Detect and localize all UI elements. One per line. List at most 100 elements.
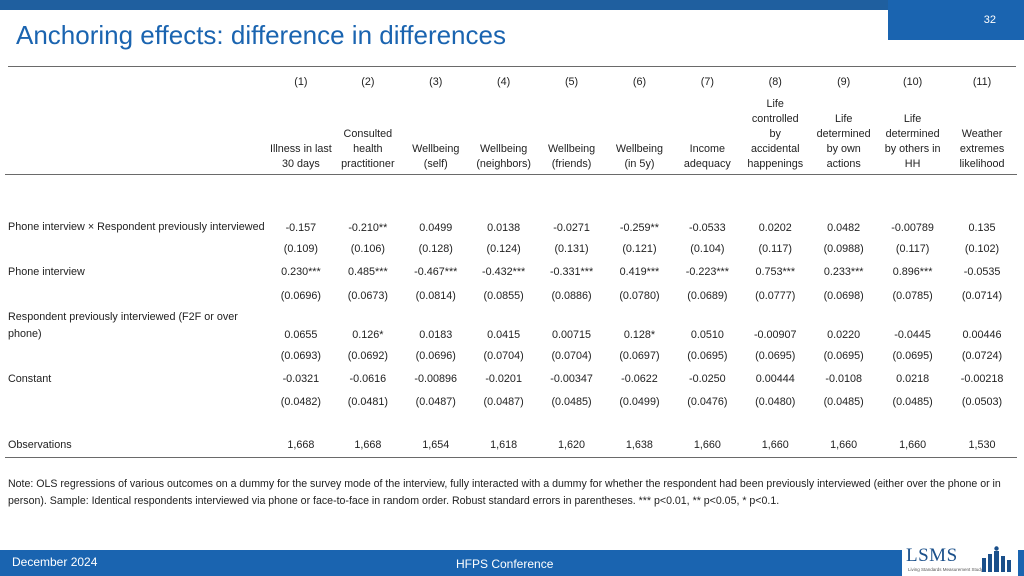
std-error-cell: (0.0695)	[755, 349, 796, 362]
row-label: Constant	[8, 372, 52, 385]
std-error-cell: (0.0988)	[823, 242, 864, 255]
column-header-line: Wellbeing	[615, 142, 664, 155]
column-number: (8)	[768, 76, 782, 88]
column-header-line: Income	[689, 142, 726, 155]
std-error-cell: (0.0886)	[551, 290, 592, 302]
coef-row-phone: Phone interview 0.230*** 0.485*** -0.467**…	[5, 260, 1017, 283]
std-error-cell: (0.0695)	[823, 349, 864, 362]
coefficient-cell: 0.00444	[755, 372, 795, 385]
coefficient-cell: 0.0220	[827, 329, 861, 341]
std-error-cell: (0.0480)	[755, 395, 796, 408]
column-header-line: determined	[816, 127, 871, 140]
logo-subtitle: Living Standards Measurement Study	[908, 567, 984, 572]
column-number: (6)	[632, 76, 647, 88]
column-header-line: Life	[903, 112, 922, 125]
footer-date: December 2024	[12, 555, 98, 569]
std-error-cell: (0.121)	[622, 242, 657, 255]
coefficient-cell: -0.223***	[685, 265, 729, 278]
std-error-cell: (0.0487)	[483, 395, 524, 408]
column-header-line: (self)	[423, 157, 448, 170]
top-accent-bar	[0, 0, 1024, 10]
std-error-cell: (0.104)	[690, 242, 725, 255]
spacer-row	[5, 413, 1017, 433]
column-header: Life determined by others in HH	[878, 94, 947, 174]
coefficient-cell: 0.419***	[619, 265, 660, 278]
std-error-cell: (0.131)	[554, 242, 589, 255]
se-row-phone: (0.0696) (0.0673) (0.0814) (0.0855) (0.0886)…	[5, 283, 1017, 309]
observations-cell: 1,668	[354, 438, 382, 451]
coefficient-cell: 0.0510	[690, 329, 724, 341]
coefficient-cell: -0.0445	[894, 329, 931, 341]
coefficient-cell: -0.0250	[689, 372, 726, 385]
coefficient-cell: 0.0218	[896, 372, 930, 385]
column-number: (2)	[361, 76, 375, 88]
std-error-cell: (0.0697)	[619, 349, 660, 362]
coefficient-cell: 0.0655	[284, 329, 318, 341]
column-header: Weather extremes likelihood	[947, 94, 1017, 174]
std-error-cell: (0.0481)	[347, 395, 388, 408]
observations-cell: 1,660	[761, 438, 789, 451]
column-number: (4)	[497, 76, 511, 88]
std-error-cell: (0.0485)	[823, 395, 864, 408]
column-header-line: by own	[826, 142, 861, 155]
coefficient-cell: -0.0271	[553, 222, 590, 234]
column-header-line: (neighbors)	[476, 157, 531, 170]
std-error-cell: (0.117)	[758, 242, 792, 255]
std-error-cell: (0.0714)	[961, 290, 1003, 302]
column-header: Wellbeing (neighbors)	[470, 94, 538, 174]
std-error-cell: (0.0693)	[280, 349, 321, 362]
column-header-line: happenings	[747, 157, 804, 170]
table-note: Note: OLS regressions of various outcome…	[8, 478, 1001, 507]
coefficient-cell: -0.00789	[891, 222, 934, 234]
std-error-cell: (0.0673)	[347, 290, 388, 302]
column-header-line: Life	[834, 112, 853, 125]
column-header-line: by others in	[884, 142, 941, 155]
column-header-line: by	[769, 127, 781, 140]
std-error-cell: (0.0814)	[415, 290, 456, 302]
coefficient-cell: -0.0535	[963, 265, 1001, 278]
std-error-cell: (0.0698)	[823, 290, 864, 302]
column-header-line: Wellbeing	[412, 142, 460, 155]
coefficient-cell: 0.00446	[962, 329, 1002, 341]
regression-table: (1) (2) (3) (4) (5) (6) (7) (8) (9) (10) (11) Illn…	[5, 70, 1017, 458]
coefficient-cell: 0.128*	[623, 329, 656, 341]
std-error-cell: (0.0487)	[415, 395, 456, 408]
observations-cell: 1,530	[968, 438, 996, 451]
row-label: Respondent previously interviewed (F2F o…	[8, 311, 238, 340]
std-error-cell: (0.128)	[418, 242, 453, 255]
row-label: Phone interview × Respondent previously …	[8, 221, 265, 233]
column-header-line: Wellbeing	[547, 142, 596, 155]
observations-cell: 1,638	[625, 438, 653, 451]
observations-cell: 1,660	[899, 438, 927, 451]
std-error-cell: (0.0696)	[280, 290, 321, 302]
column-number: (11)	[972, 76, 992, 88]
coefficient-cell: -0.00218	[960, 372, 1004, 385]
column-header: Consulted health practitioner	[334, 94, 402, 174]
footer-bar: December 2024 HFPS Conference	[0, 550, 1024, 576]
coefficient-cell: -0.0622	[621, 372, 658, 385]
coefficient-cell: 0.0183	[419, 329, 453, 341]
coefficient-cell: 0.126*	[352, 329, 384, 341]
std-error-cell: (0.0855)	[483, 290, 524, 302]
std-error-cell: (0.0777)	[755, 290, 796, 302]
coefficient-cell: 0.0499	[419, 222, 453, 234]
column-header-line: health	[353, 142, 383, 155]
coefficient-cell: 0.135	[968, 222, 996, 234]
column-header: Life controlled by accidental happenings	[741, 94, 809, 174]
coefficient-cell: 0.230***	[281, 265, 321, 278]
coefficient-cell: -0.259**	[619, 222, 659, 234]
std-error-cell: (0.0695)	[687, 349, 728, 362]
page-number: 32	[983, 14, 996, 26]
coefficient-cell: 0.0415	[487, 329, 521, 341]
observations-row: Observations 1,668 1,668 1,654 1,618 1,620 1,…	[5, 433, 1017, 457]
coef-row-previous: Respondent previously interviewed (F2F o…	[5, 309, 1017, 344]
coefficient-cell: -0.0201	[485, 372, 522, 385]
std-error-cell: (0.0485)	[551, 395, 592, 408]
observations-cell: 1,654	[422, 438, 450, 451]
spacer-row	[5, 174, 1017, 204]
std-error-cell: (0.117)	[895, 242, 930, 255]
std-error-cell: (0.0785)	[892, 290, 933, 302]
std-error-cell: (0.0704)	[483, 349, 524, 362]
coef-row-interaction: Phone interview × Respondent previously …	[5, 204, 1017, 237]
coefficient-cell: -0.210**	[348, 222, 388, 234]
